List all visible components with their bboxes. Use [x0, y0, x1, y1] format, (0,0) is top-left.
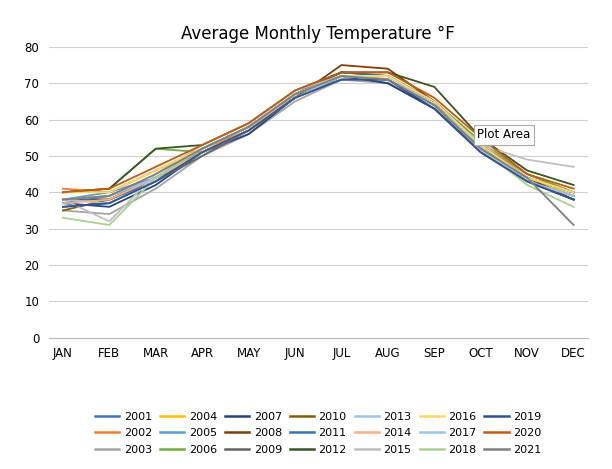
Title: Average Monthly Temperature °F: Average Monthly Temperature °F: [181, 24, 455, 43]
Text: Plot Area: Plot Area: [477, 129, 531, 141]
Legend: 2001, 2002, 2003, 2004, 2005, 2006, 2007, 2008, 2009, 2010, 2011, 2012, 2013, 20: 2001, 2002, 2003, 2004, 2005, 2006, 2007…: [91, 407, 546, 460]
